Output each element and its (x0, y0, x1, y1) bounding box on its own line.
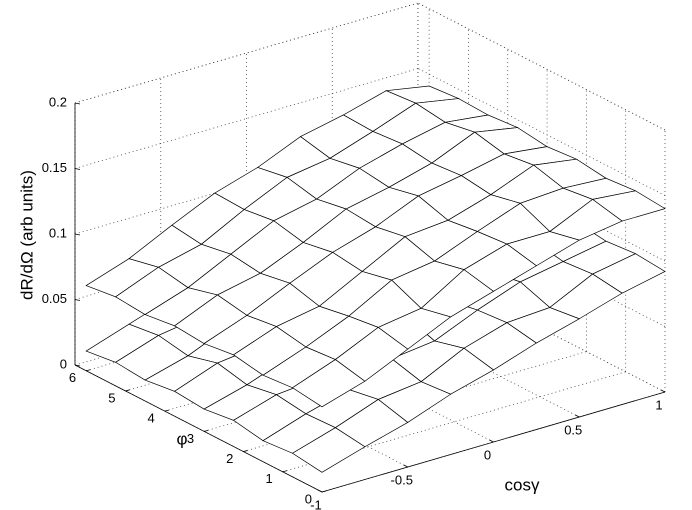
y-tick (86, 369, 91, 372)
x-tick (403, 464, 408, 468)
y-tick (282, 470, 287, 473)
y-tick-label: 4 (148, 411, 155, 426)
x-tick-label: 0.5 (564, 422, 582, 437)
x-tick-label: 0 (484, 447, 491, 462)
x-tick-label: -0.5 (391, 472, 413, 487)
y-tick-label: 0 (305, 491, 312, 506)
z-tick (74, 233, 81, 236)
y-tick-label: 2 (226, 451, 233, 466)
y-axis-label: φ (176, 429, 187, 448)
z-tick-label: 0.05 (42, 291, 67, 306)
surface-cell (291, 359, 366, 408)
y-tick (243, 450, 248, 452)
y-tick-label: 1 (265, 471, 272, 486)
x-tick-label: 1 (655, 397, 662, 412)
z-tick (74, 168, 81, 170)
y-tick (125, 389, 130, 392)
y-tick-label: 5 (108, 390, 115, 405)
x-tick (575, 414, 580, 418)
z-axis-label: dR/dΩ (arb units) (17, 170, 36, 300)
y-axis (74, 364, 323, 493)
y-tick (203, 429, 209, 432)
z-tick (74, 102, 81, 105)
z-tick-label: 0 (60, 356, 67, 371)
surface-cell (291, 427, 366, 473)
x-axis-label: cosγ (505, 475, 540, 494)
z-tick (74, 299, 81, 301)
y-tick (164, 409, 169, 412)
x-tick (489, 439, 494, 443)
z-tick-label: 0.1 (49, 225, 67, 240)
x-tick (660, 389, 666, 393)
y-tick (321, 490, 327, 493)
z-tick-label: 0.2 (49, 94, 67, 109)
z-tick-label: 0.15 (42, 160, 67, 175)
x-tick-label: -1 (310, 497, 322, 510)
y-tick-label: 6 (69, 370, 76, 385)
x-tick (317, 489, 323, 493)
y-tick-label: 3 (187, 431, 194, 446)
z-tick (74, 364, 81, 367)
